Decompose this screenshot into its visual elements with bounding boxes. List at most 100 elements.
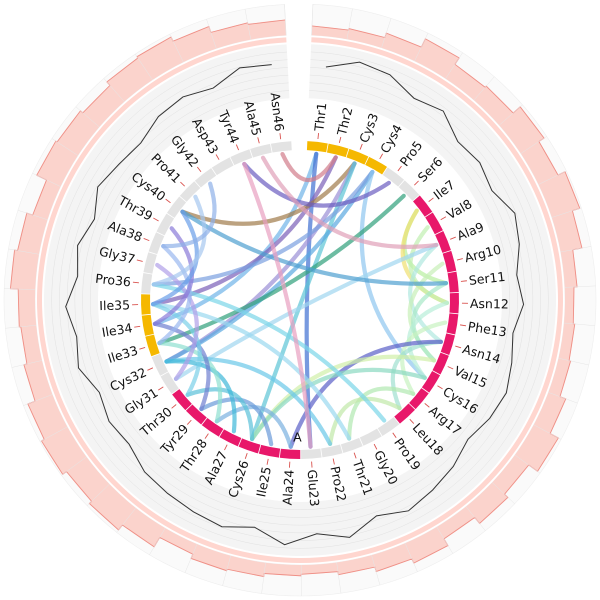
histogram-bar (465, 482, 508, 524)
histogram-grid-line (346, 8, 353, 40)
residue-label: Asn12 (470, 296, 509, 312)
residue-label: Thr1 (311, 102, 329, 133)
residue-tick (414, 180, 419, 186)
histogram-track-background (3, 3, 597, 597)
secondary-structure-block (340, 437, 363, 453)
histogram-grid-line (244, 9, 252, 40)
residue-tick (456, 258, 463, 261)
histogram-grid-line (5, 325, 37, 329)
histogram-bar (264, 562, 302, 576)
histogram-bar (514, 424, 559, 472)
histogram-bar (436, 506, 475, 539)
residue-label: Thr21 (349, 457, 376, 497)
residue-tick (147, 367, 154, 371)
residue-label: Val15 (452, 363, 490, 391)
contact-link (280, 151, 338, 183)
histogram-grid-line (564, 285, 596, 288)
histogram-grid-line (4, 288, 36, 290)
outer-histogram-track (3, 3, 597, 597)
residue-label: Pro22 (327, 465, 349, 503)
secondary-structure-block (238, 438, 261, 454)
secondary-structure-block (301, 448, 322, 459)
histogram-bar (492, 455, 529, 495)
histogram-bar (247, 19, 287, 40)
contact-link (199, 397, 274, 447)
secondary-structure-block (398, 180, 420, 201)
residue-tick (409, 418, 415, 424)
histogram-grid-line (548, 392, 578, 404)
contact-link (151, 194, 207, 287)
residue-tick (397, 165, 402, 172)
profile-grid-ring (82, 82, 518, 518)
histogram-grid-line (169, 34, 184, 63)
histogram-grid-line (514, 454, 541, 474)
residue-tick (460, 324, 467, 327)
residue-tick (257, 137, 260, 144)
contact-link (250, 161, 357, 442)
residue-tick (244, 453, 248, 459)
secondary-structure-block (151, 353, 169, 376)
histogram-grid-line (135, 53, 153, 80)
secondary-structure-block (449, 292, 459, 314)
secondary-structure-block (421, 370, 441, 393)
residue-label: Gly20 (371, 448, 401, 487)
histogram-grid-line (381, 18, 392, 48)
secondary-structure-block (143, 252, 157, 274)
residue-label: Tyr44 (215, 107, 242, 145)
contact-link (411, 281, 449, 363)
histogram-grid-line (404, 543, 418, 572)
profile-grid-ring (90, 90, 510, 510)
contact-link (408, 242, 444, 344)
histogram-grid-line (371, 555, 381, 586)
histogram-bar (473, 86, 514, 126)
histogram-grid-line (51, 138, 79, 156)
secondary-structure-block (219, 429, 242, 447)
histogram-grid-line (499, 104, 523, 126)
histogram-grid-line (492, 482, 515, 504)
histogram-bar (122, 508, 166, 547)
residue-label: Ser11 (468, 269, 506, 288)
histogram-bar (23, 360, 53, 402)
secondary-structure-block (413, 195, 433, 217)
secondary-structure-block (148, 232, 165, 255)
residue-label: Pro5 (397, 138, 426, 169)
residue-tick (143, 238, 150, 242)
residue-tick (332, 458, 335, 465)
contact-link (150, 209, 199, 307)
histogram-bar (17, 289, 37, 327)
residue-tick (460, 280, 467, 282)
secondary-structure-block (279, 448, 301, 459)
residue-tick (373, 443, 378, 450)
residue-label: Ala45 (241, 99, 264, 137)
secondary-structure-block (377, 417, 400, 436)
residue-label: Ile34 (101, 320, 134, 340)
secondary-structure-block (179, 181, 201, 202)
histogram-bar (89, 484, 136, 530)
residue-tick (139, 347, 146, 350)
contact-link (152, 226, 195, 326)
residue-tick (165, 198, 171, 204)
residue-label: Ala9 (455, 219, 486, 243)
residue-label: Pro36 (95, 271, 132, 290)
residue-tick (215, 154, 220, 160)
histogram-grid-line (336, 562, 342, 594)
histogram-bar (36, 141, 78, 187)
residue-tick (450, 236, 456, 240)
histogram-bar (32, 179, 61, 220)
residue-label: Arg10 (463, 242, 503, 266)
histogram-bar (336, 555, 375, 575)
secondary-structure-track (141, 141, 459, 459)
secondary-structure-block (166, 196, 187, 218)
contact-link (180, 209, 449, 286)
histogram-bar (405, 526, 448, 564)
secondary-structure-block (442, 250, 457, 273)
secondary-structure-block (141, 294, 151, 315)
residue-label: Ile7 (430, 177, 457, 203)
contact-link (242, 161, 391, 208)
histogram-grid-line (32, 173, 61, 187)
histogram-bar (136, 37, 184, 80)
histogram-bar (520, 141, 559, 185)
histogram-bar (346, 28, 385, 48)
secondary-structure-block (382, 167, 405, 187)
contact-link (327, 396, 402, 446)
